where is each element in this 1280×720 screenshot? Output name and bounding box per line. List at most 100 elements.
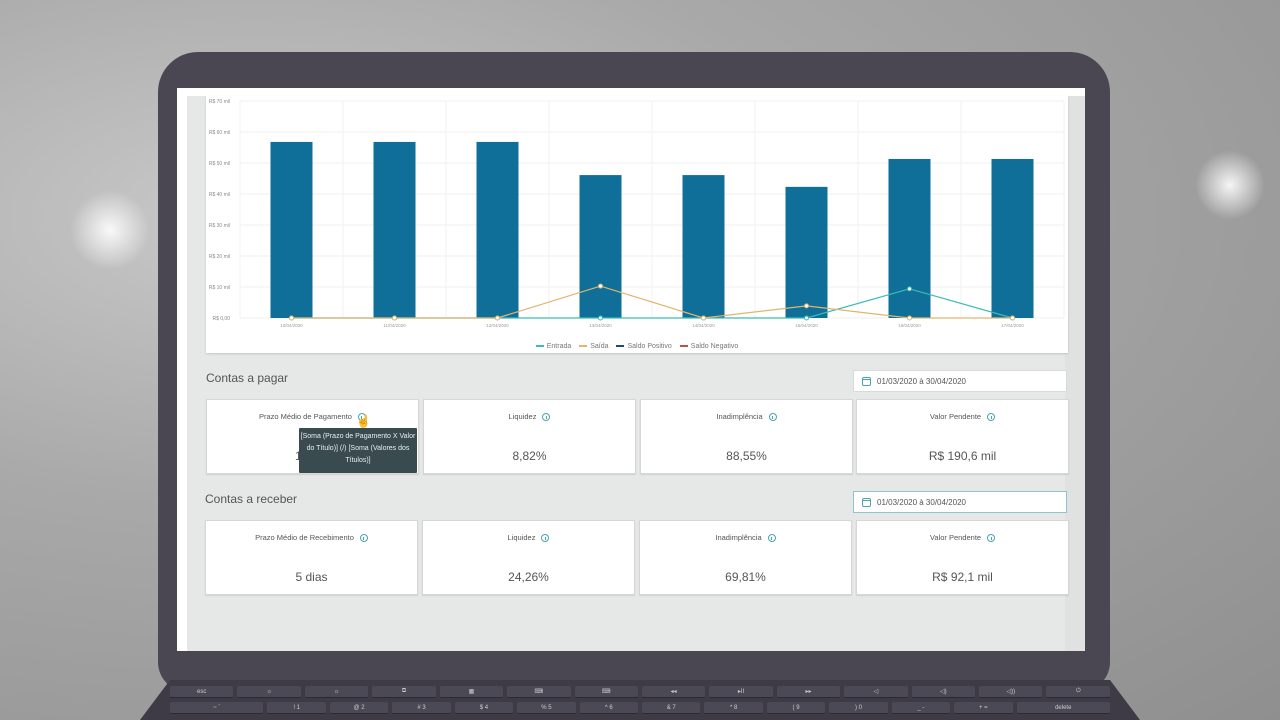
card-label-text: Prazo Médio de Pagamento (259, 412, 352, 421)
legend-saida[interactable]: Saída (579, 342, 609, 350)
info-icon[interactable] (768, 413, 777, 422)
keyboard-key: ^ 6 (579, 702, 638, 714)
background-light (70, 190, 150, 270)
legend-entrada[interactable]: Entrada (535, 342, 572, 350)
svg-text:11/04/2020: 11/04/2020 (383, 323, 406, 328)
calendar-icon (862, 497, 871, 507)
card-label: Inadimplência (640, 533, 851, 543)
section-title-contas-pagar: Contas a pagar (206, 371, 289, 385)
info-icon[interactable] (357, 413, 366, 422)
card-label: Liquidez (424, 412, 635, 422)
calendar-icon (862, 376, 871, 386)
keyboard-key: % 5 (517, 702, 576, 714)
legend-label: Saída (590, 342, 609, 350)
svg-text:15/04/2020: 15/04/2020 (795, 323, 818, 328)
card-value: 1 (207, 449, 418, 463)
card-label: Prazo Médio de Recebimento (206, 533, 417, 543)
keyboard-key: ▸▸ (776, 686, 841, 698)
keyboard-key: ⌨ (574, 686, 638, 698)
svg-text:R$ 50 mil: R$ 50 mil (209, 161, 230, 167)
kpi-card-valor-pendente-pagar: Valor Pendente R$ 190,6 mil (856, 399, 1069, 474)
card-label-text: Liquidez (507, 533, 536, 542)
bar-saldo-positivo[interactable] (579, 175, 622, 318)
bar-saldo-positivo[interactable] (682, 175, 725, 318)
keyboard-key: _ - (891, 702, 951, 714)
date-range-picker-pagar[interactable]: 01/03/2020 à 30/04/2020 (853, 370, 1067, 392)
card-value: 88,55% (726, 449, 767, 463)
card-label-text: Inadimplência (716, 412, 763, 421)
legend-saldo-positivo[interactable]: Saldo Positivo (616, 342, 672, 350)
formula-tooltip: [Soma (Prazo de Pagamento X Valor do Tít… (299, 428, 417, 473)
card-value: R$ 190,6 mil (928, 449, 997, 463)
svg-text:10/04/2020: 10/04/2020 (280, 323, 303, 328)
legend-saldo-negativo[interactable]: Saldo Negativo (679, 343, 738, 350)
svg-text:R$ 40 mil: R$ 40 mil (209, 192, 230, 198)
card-value: 24,26% (508, 570, 549, 584)
bar-saldo-positivo[interactable] (373, 141, 416, 318)
scrollbar[interactable] (1065, 96, 1085, 651)
kpi-card-liquidez-receber: Liquidez 24,26% (422, 520, 635, 595)
card-label: Liquidez (423, 533, 634, 543)
bar-saldo-positivo[interactable] (991, 158, 1034, 318)
top-bar (177, 88, 1085, 96)
keyboard-key: + = (954, 702, 1013, 714)
bar-saldo-positivo[interactable] (476, 141, 519, 318)
chart-legend: Entrada Saída Saldo Positivo Saldo Negat… (206, 342, 1068, 350)
card-label-text: Inadimplência (715, 533, 762, 542)
svg-text:R$ 60 mil: R$ 60 mil (209, 130, 230, 136)
svg-text:13/04/2020: 13/04/2020 (589, 323, 612, 328)
card-value: 5 dias (295, 570, 328, 584)
keyboard-key: ☼ (237, 686, 301, 698)
date-range-text: 01/03/2020 à 30/04/2020 (877, 497, 966, 507)
keyboard-key: delete (1016, 702, 1110, 714)
bar-saldo-positivo[interactable] (888, 158, 931, 318)
keyboard-key: ▦ (439, 686, 504, 698)
keyboard-key: ◁)) (979, 686, 1043, 698)
legend-label: Entrada (546, 342, 572, 350)
svg-text:R$ 10 mil: R$ 10 mil (209, 285, 230, 291)
info-icon[interactable] (359, 534, 368, 543)
card-label-text: Prazo Médio de Recebimento (255, 533, 354, 542)
svg-text:R$ 20 mil: R$ 20 mil (209, 254, 230, 260)
function-key-row: esc ☼ ☼ ⧉ ▦ ⌨ ⌨ ◂◂ ▸II ▸▸ ◁ ◁) ◁)) ⏻ (170, 686, 1110, 698)
keyboard-key: * 8 (704, 702, 763, 714)
keyboard-key: ◁) (911, 686, 976, 698)
card-label-text: Valor Pendente (929, 533, 982, 542)
info-icon[interactable] (767, 534, 776, 543)
card-label-text: Liquidez (508, 412, 537, 421)
card-label: Valor Pendente (857, 533, 1068, 543)
kpi-card-inadimplencia-receber: Inadimplência 69,81% (639, 520, 852, 595)
card-label: Prazo Médio de Pagamento (207, 412, 418, 422)
bar-saldo-positivo[interactable] (785, 186, 828, 318)
card-value: R$ 92,1 mil (932, 570, 993, 584)
info-icon[interactable] (987, 413, 996, 422)
card-label: Valor Pendente (857, 412, 1068, 422)
date-range-picker-receber[interactable]: 01/03/2020 à 30/04/2020 (853, 491, 1067, 513)
keyboard-key: ◂◂ (641, 686, 706, 698)
laptop-keyboard: esc ☼ ☼ ⧉ ▦ ⌨ ⌨ ◂◂ ▸II ▸▸ ◁ ◁) ◁)) ⏻ ~ `! 1 @ 2 # 3 $ 4%… (140, 680, 1140, 720)
keyboard-key: & 7 (642, 702, 701, 714)
info-icon[interactable] (542, 413, 551, 422)
svg-text:16/04/2020: 16/04/2020 (898, 323, 921, 328)
kpi-card-prazo-recebimento: Prazo Médio de Recebimento 5 dias (205, 520, 418, 595)
keyboard-key: ⏻ (1046, 686, 1110, 698)
keyboard-key: ◁ (844, 686, 908, 698)
svg-text:R$ 30 mil: R$ 30 mil (209, 223, 230, 229)
cashflow-chart: R$ 0,00 R$ 10 mil R$ 20 mil R$ 30 mil R$ 40 … (209, 99, 1065, 328)
kpi-card-liquidez-pagar: Liquidez 8,82% (423, 399, 636, 474)
keyboard-key: esc (170, 686, 234, 698)
app-screen: R$ 0,00 R$ 10 mil R$ 20 mil R$ 30 mil R$ 40 … (177, 88, 1085, 651)
background-light (1195, 150, 1265, 220)
bar-saldo-positivo[interactable] (270, 141, 313, 318)
info-icon[interactable] (987, 534, 996, 543)
legend-label: Saldo Positivo (627, 342, 672, 350)
kpi-card-inadimplencia-pagar: Inadimplência 88,55% (640, 399, 853, 474)
keyboard-key: ( 9 (766, 702, 826, 714)
keyboard-key: # 3 (392, 702, 451, 714)
info-icon[interactable] (541, 534, 550, 543)
svg-text:12/04/2020: 12/04/2020 (486, 323, 509, 328)
date-range-text: 01/03/2020 à 30/04/2020 (877, 376, 966, 386)
card-label: Inadimplência (641, 412, 852, 422)
keyboard-key: ⌨ (507, 686, 571, 698)
keyboard-key: $ 4 (454, 702, 514, 714)
